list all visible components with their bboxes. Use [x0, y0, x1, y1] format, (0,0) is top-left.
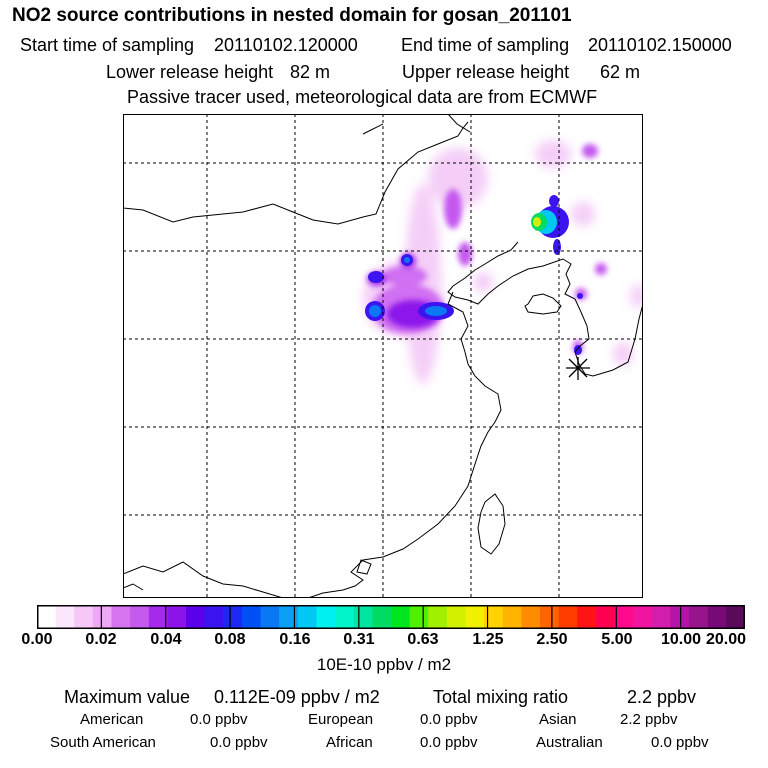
- colorbar-swatch: [651, 605, 671, 629]
- colorbar-swatch: [297, 605, 317, 629]
- map-panel: [123, 114, 643, 598]
- total-mixing-value: 2.2 ppbv: [627, 687, 697, 707]
- colorbar-swatch: [241, 605, 262, 629]
- colorbar-swatch: [148, 605, 168, 629]
- region-value: 0.0 ppbv: [651, 734, 709, 751]
- colorbar-swatch: [279, 605, 299, 629]
- colorbar-swatch: [670, 605, 690, 629]
- colorbar-swatch: [428, 605, 448, 629]
- colorbar-tick-label: 0.63: [407, 631, 439, 648]
- tracer-note: Passive tracer used, meteorological data…: [127, 87, 598, 107]
- colorbar-swatch: [502, 605, 522, 629]
- colorbar-swatch: [74, 605, 94, 629]
- lat-lon-grid: [123, 114, 643, 598]
- region-name: American: [80, 711, 144, 728]
- receptor-asterisk-icon: [566, 357, 590, 380]
- colorbar: [37, 605, 745, 629]
- colorbar-tick-label: 1.25: [472, 631, 504, 648]
- colorbar-tick-label: 0.02: [85, 631, 117, 648]
- colorbar-swatch: [595, 605, 616, 629]
- colorbar-swatch: [167, 605, 187, 629]
- upper-height-label: Upper release height: [402, 62, 570, 82]
- colorbar-swatch: [223, 605, 243, 629]
- lower-height-value: 82 m: [290, 62, 331, 82]
- upper-height-value: 62 m: [600, 62, 641, 82]
- region-value: 2.2 ppbv: [620, 711, 678, 728]
- start-time-value: 20110102.120000: [214, 35, 358, 55]
- max-value: 0.112E-09 ppbv / m2: [214, 687, 380, 707]
- colorbar-swatch: [614, 605, 634, 629]
- coastlines: [123, 114, 643, 598]
- colorbar-swatch: [204, 605, 224, 629]
- end-time-label: End time of sampling: [401, 35, 570, 55]
- colorbar-swatch: [558, 605, 578, 629]
- region-name: South American: [50, 734, 156, 751]
- colorbar-tick-label: 20.00: [705, 631, 747, 648]
- colorbar-swatch: [186, 605, 206, 629]
- colorbar-swatch: [92, 605, 113, 629]
- colorbar-swatch: [391, 605, 411, 629]
- colorbar-swatch: [316, 605, 336, 629]
- colorbar-unit: 10E-10 ppbv / m2: [316, 655, 452, 674]
- region-value: 0.0 ppbv: [190, 711, 248, 728]
- total-mixing-label: Total mixing ratio: [433, 687, 569, 707]
- colorbar-swatch: [484, 605, 504, 629]
- colorbar-border: [37, 605, 745, 629]
- colorbar-swatch: [372, 605, 392, 629]
- region-value: 0.0 ppbv: [420, 734, 478, 751]
- colorbar-swatch: [465, 605, 485, 629]
- region-name: European: [308, 711, 374, 728]
- colorbar-swatch: [37, 605, 57, 629]
- region-name: African: [326, 734, 373, 751]
- colorbar-swatch: [335, 605, 355, 629]
- colorbar-tick-label: 5.00: [601, 631, 633, 648]
- colorbar-swatch: [55, 605, 75, 629]
- colorbar-tick-label: 0.16: [279, 631, 311, 648]
- colorbar-swatch: [260, 605, 280, 629]
- colorbar-tick-label: 0.00: [21, 631, 53, 648]
- colorbar-tick-label: 2.50: [536, 631, 568, 648]
- colorbar-tick-label: 0.04: [150, 631, 182, 648]
- max-value-label: Maximum value: [64, 687, 191, 707]
- start-time-label: Start time of sampling: [20, 35, 195, 55]
- region-value: 0.0 ppbv: [210, 734, 268, 751]
- region-name: Australian: [536, 734, 603, 751]
- region-value: 0.0 ppbv: [420, 711, 478, 728]
- colorbar-swatch: [633, 605, 653, 629]
- region-name: Asian: [539, 711, 577, 728]
- lower-height-label: Lower release height: [106, 62, 274, 82]
- colorbar-swatch: [130, 605, 150, 629]
- colorbar-swatch: [689, 605, 709, 629]
- colorbar-swatch: [111, 605, 131, 629]
- colorbar-swatch: [577, 605, 597, 629]
- plot-title: NO2 source contributions in nested domai…: [12, 5, 572, 26]
- colorbar-tick-label: 0.31: [343, 631, 375, 648]
- colorbar-tick-label: 10.00: [660, 631, 702, 648]
- colorbar-swatch: [446, 605, 467, 629]
- colorbar-swatch: [353, 605, 373, 629]
- map-frame: [123, 114, 643, 598]
- colorbar-swatch: [707, 605, 727, 629]
- colorbar-swatch: [540, 605, 560, 629]
- colorbar-swatch: [726, 605, 745, 629]
- colorbar-swatch: [409, 605, 429, 629]
- colorbar-swatch: [521, 605, 541, 629]
- end-time-value: 20110102.150000: [588, 35, 732, 55]
- colorbar-tick-label: 0.08: [214, 631, 246, 648]
